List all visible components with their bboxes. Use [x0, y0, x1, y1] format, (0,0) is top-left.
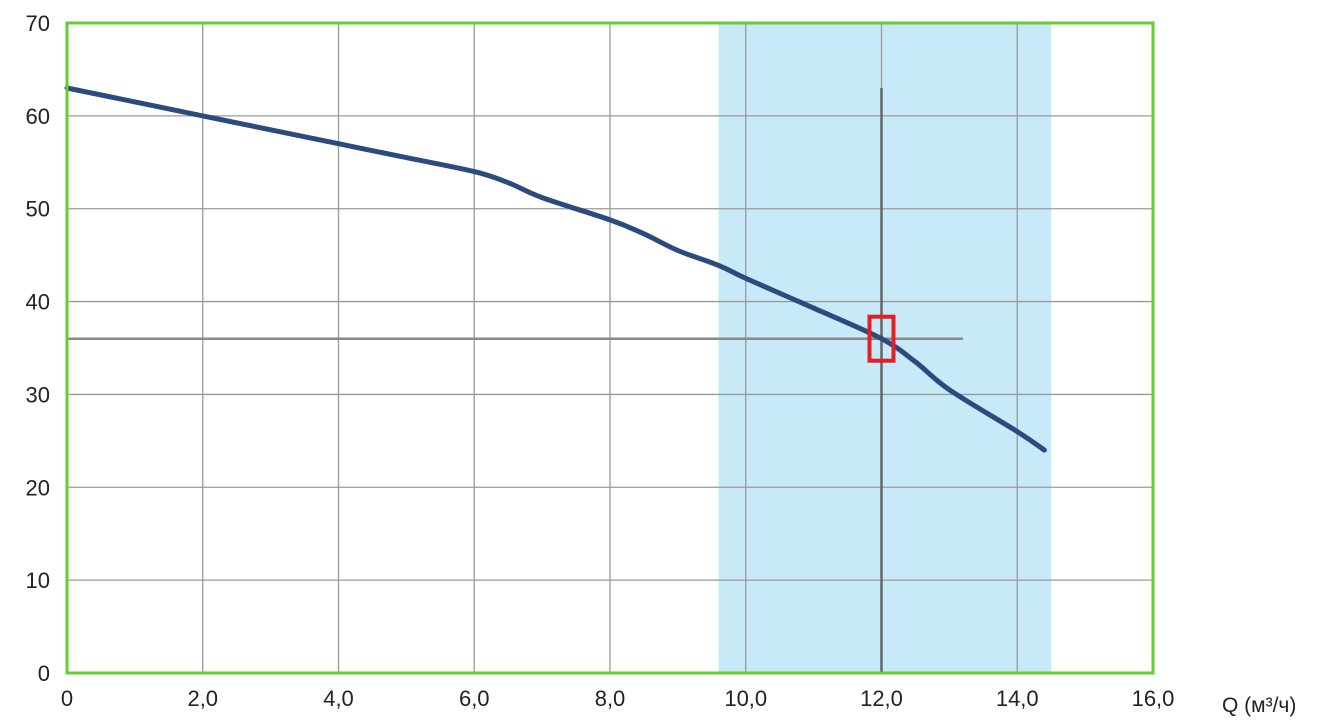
x-axis-ticks: 0 2,0 4,0 6,0 8,0 10,0 12,0 14,0 16,0 — [61, 686, 1175, 711]
x-axis-label: Q (м³/ч) — [1222, 694, 1296, 717]
y-tick-label: 30 — [26, 382, 50, 407]
x-tick-label: 0 — [61, 686, 73, 711]
y-tick-label: 10 — [26, 568, 50, 593]
y-tick-label: 0 — [38, 661, 50, 686]
y-tick-label: 70 — [26, 11, 50, 36]
x-tick-label: 4,0 — [323, 686, 354, 711]
operating-point-marker-group — [867, 314, 896, 363]
plot-border — [65, 21, 1155, 675]
y-tick-label: 20 — [26, 475, 50, 500]
series-line — [64, 85, 1047, 453]
x-tick-label: 10,0 — [724, 686, 767, 711]
x-tick-label: 12,0 — [860, 686, 903, 711]
y-tick-label: 50 — [26, 197, 50, 222]
x-tick-label: 6,0 — [459, 686, 490, 711]
operating-point-marker — [867, 314, 896, 363]
x-tick-label: 8,0 — [595, 686, 626, 711]
y-tick-label: 40 — [26, 290, 50, 315]
y-axis-ticks: 0 10 20 30 40 50 60 70 — [26, 11, 50, 686]
x-tick-label: 2,0 — [187, 686, 218, 711]
x-tick-label: 14,0 — [996, 686, 1039, 711]
recommended-range-band — [718, 23, 1052, 673]
operating-point-guides — [67, 88, 963, 673]
plot-frame — [65, 21, 1155, 675]
x-tick-label: 16,0 — [1132, 686, 1175, 711]
performance-curve — [64, 85, 1047, 453]
recommended-range-area — [718, 23, 1052, 673]
y-tick-label: 60 — [26, 104, 50, 129]
